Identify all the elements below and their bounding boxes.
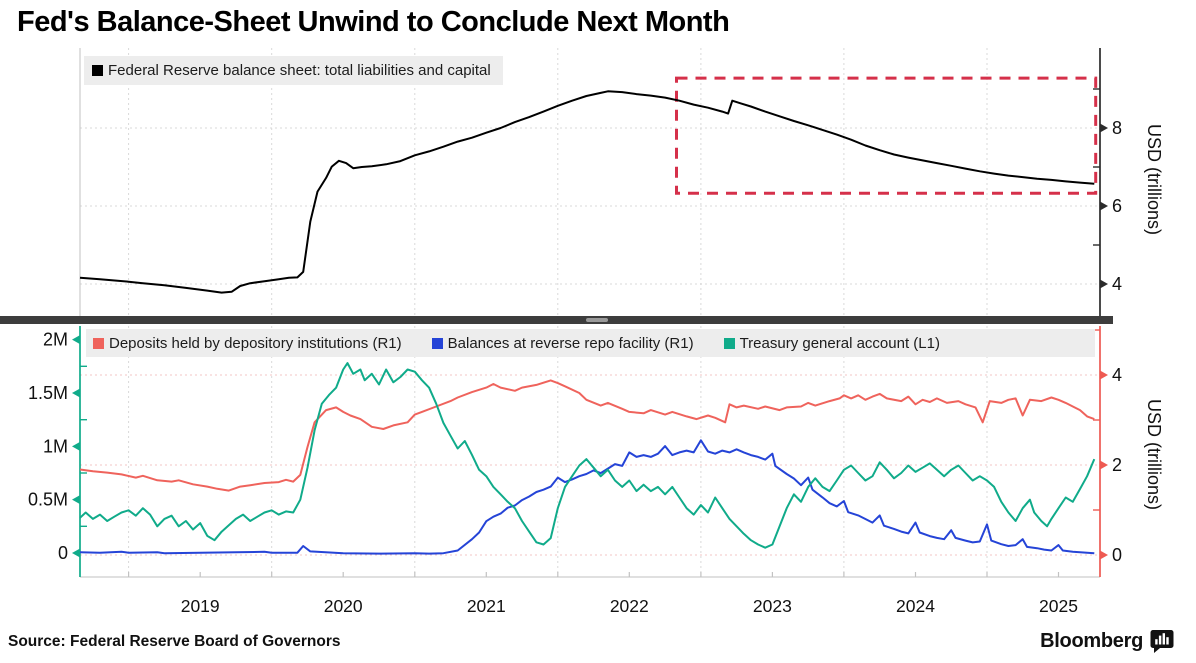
panel-divider-handle[interactable] [586,318,608,322]
bloomberg-wordmark: Bloomberg [1040,629,1143,652]
legend-item-treasury-account: Treasury general account (L1) [723,334,940,352]
svg-text:2021: 2021 [467,596,506,616]
svg-text:1M: 1M [43,436,68,456]
panel-top: 4 6 8 [79,48,1122,317]
svg-text:2M: 2M [43,330,68,350]
legend-swatch-green [723,337,735,349]
legend-swatch-black [92,65,103,76]
svg-text:8: 8 [1112,118,1122,138]
panel-divider[interactable] [0,316,1113,324]
legend-label: Treasury general account (L1) [739,334,940,352]
svg-text:2024: 2024 [896,596,935,616]
svg-text:4: 4 [1112,274,1122,294]
legend-item-balance-sheet: Federal Reserve balance sheet: total lia… [92,62,491,79]
legend-bottom-panel: Deposits held by depository institutions… [86,329,1095,357]
qt-highlight-box [675,76,1098,195]
series-left-10ab8a [79,362,1096,549]
dual-panel-line-chart: 4 6 8 2019 2020 2021 2022 2023 2024 2025 0 0.5M 1M 1.… [28,48,1122,616]
source-credit: Source: Federal Reserve Board of Governo… [8,633,341,650]
page-title: Fed's Balance-Sheet Unwind to Conclude N… [17,6,730,38]
legend-item-reverse-repo: Balances at reverse repo facility (R1) [431,334,694,352]
bloomberg-brand: Bloomberg [1040,629,1174,653]
svg-text:6: 6 [1112,196,1122,216]
svg-text:2025: 2025 [1039,596,1078,616]
svg-text:2023: 2023 [753,596,792,616]
series-balance-sheet [79,90,1095,294]
svg-text:2: 2 [1112,455,1122,475]
svg-text:2020: 2020 [324,596,363,616]
y-axis-title-top: USD (trillions) [1144,124,1164,236]
legend-swatch-blue [431,337,443,349]
legend-label: Deposits held by depository institutions… [109,334,402,352]
svg-text:0: 0 [1112,545,1122,565]
legend-label: Federal Reserve balance sheet: total lia… [108,62,491,79]
svg-text:0: 0 [58,543,68,563]
panel-bottom: 2019 2020 2021 2022 2023 2024 2025 0 0.5M 1M 1.5M 2… [28,326,1122,616]
svg-text:1.5M: 1.5M [28,383,68,403]
legend-label: Balances at reverse repo facility (R1) [447,334,694,352]
legend-top-panel: Federal Reserve balance sheet: total lia… [84,56,503,85]
y-axis-title-bottom: USD (trillions) [1144,399,1164,511]
svg-text:2019: 2019 [181,596,220,616]
svg-text:2022: 2022 [610,596,649,616]
series-right-2544d7 [79,439,1095,555]
year-gridlines [128,48,988,577]
legend-swatch-red [93,337,104,349]
legend-item-deposits: Deposits held by depository institutions… [93,335,402,352]
series-right-ef635c [79,379,1095,492]
svg-text:0.5M: 0.5M [28,490,68,510]
svg-text:4: 4 [1112,365,1122,385]
bloomberg-logo-icon [1150,630,1174,653]
